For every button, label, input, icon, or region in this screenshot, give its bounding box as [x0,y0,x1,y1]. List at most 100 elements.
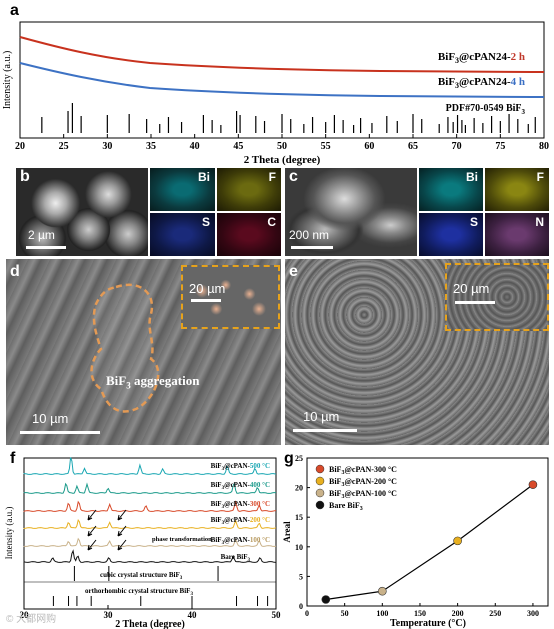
xrd-trace [23,457,277,475]
panel-e-scale-label: 10 µm [303,409,340,424]
panel-c-sem-image: c 200 nm [285,168,417,256]
panel-c-scalebar [291,246,333,249]
curve-2h [19,36,545,73]
g-xtick-label: 200 [452,609,464,618]
legend-2h: BiF3@cPAN24-2 h [438,51,525,65]
panel-c-scale-label: 200 nm [289,228,330,242]
watermark: © 大都网购 [6,614,57,625]
g-data-point [528,480,538,489]
inset-d-scalebar [191,299,221,302]
f-label-500: BiF3@cPAN-500 °C [211,462,270,472]
map-b-s: S [150,213,215,256]
map-c-n: N [485,213,549,256]
panel-a-xlabel: 2 Theta (degree) [244,154,321,166]
xrd-trace [23,549,277,563]
g-xtick-label: 300 [527,609,539,618]
g-legend-marker [315,500,325,510]
a-xtick-label: 75 [495,141,505,152]
g-legend-marker [315,464,325,474]
panel-f-xlabel: 2 Theta (degree) [115,619,185,629]
a-xtick-label: 20 [15,141,25,152]
xrd-trace [23,518,277,529]
panel-e-sem-image: e 20 µm 10 µm [285,259,549,445]
g-legend-marker [315,476,325,486]
panel-g-letter: g [284,450,294,467]
a-xtick-label: 40 [190,141,200,152]
legend-4h: BiF3@cPAN24-4 h [438,76,525,90]
g-xtick-label: 250 [489,609,501,618]
a-xtick-label: 25 [59,141,69,152]
f-xtick-label: 40 [188,610,198,620]
xrd-trace [23,537,277,547]
a-xtick-label: 60 [364,141,374,152]
panel-b-sem-image: b 2 µm [16,168,148,256]
panel-b-scale-label: 2 µm [28,228,55,242]
f-label-100: BiF3@cPAN-100 °C [211,536,270,546]
panel-g-chart: 0 50 100 150 200 250 300 0 5 10 15 20 25 BiF3@cPAN-3… [282,454,549,629]
g-xtick-label: 50 [341,609,349,618]
g-xtick-label: 0 [305,609,309,618]
g-legend-label: BiF3@cPAN-300 °C [329,465,397,476]
panel-d-scalebar [20,431,100,434]
panel-g-xlabel: Temperature (°C) [390,618,466,629]
f-xtick-label: 30 [104,610,114,620]
panel-a-ylabel: Intensity (a.u.) [2,51,13,110]
panel-e-letter: e [289,263,298,280]
g-ytick-label: 0 [299,602,303,611]
panel-a-xrd-chart: 20 25 30 35 40 45 50 55 60 65 70 75 80 Intensity (a.… [2,21,549,166]
g-ytick-label: 10 [295,543,303,552]
inset-d: 20 µm [181,265,280,329]
panel-f-letter: f [10,450,16,467]
aggregation-label: BiF3 aggregation [106,373,200,391]
map-c-s: S [419,213,483,256]
f-ref1-label: cubic crystal structure BiF3 [100,571,183,581]
g-data-point [321,595,331,604]
f-label-bare: Bare BiF3 [221,553,251,563]
a-xtick-label: 45 [233,141,243,152]
panel-b-letter: b [20,168,30,185]
g-legend-label: BiF3@cPAN-100 °C [329,489,397,500]
panel-d-letter: d [10,263,20,280]
panel-c-letter: c [289,168,298,185]
aggregation-outline [90,283,160,413]
g-xtick-label: 100 [376,609,388,618]
g-data-point [453,536,462,546]
g-ytick-label: 20 [295,484,303,493]
panel-d-scale-label: 10 µm [32,411,69,426]
curve-4h [19,62,545,98]
g-legend-marker [315,488,325,498]
a-xtick-label: 65 [408,141,418,152]
g-legend-label: Bare BiF3 [329,501,363,512]
a-xtick-label: 70 [452,141,462,152]
inset-e-scale-label: 20 µm [453,281,490,296]
g-legend-label: BiF3@cPAN-200 °C [329,477,397,488]
g-xtick-label: 150 [414,609,426,618]
a-xtick-label: 55 [321,141,331,152]
a-xtick-label: 80 [539,141,549,152]
map-b-bi: Bi [150,168,215,211]
map-c-bi: Bi [419,168,483,211]
f-label-400: BiF3@cPAN-400 °C [211,481,270,491]
xrd-trace [23,500,277,512]
f-xtick-label: 20 [20,610,30,620]
panel-a-letter: a [10,2,19,19]
f-phase-annotation: phase transformation [152,536,212,543]
panel-e-scalebar [293,429,357,432]
panel-f-ylabel: Intensity (a.u.) [4,507,14,560]
f-label-200: BiF3@cPAN-200 °C [211,516,270,526]
g-ytick-label: 15 [295,513,303,522]
inset-d-scale-label: 20 µm [189,281,226,296]
inset-e: 20 µm [445,263,549,331]
panel-f-xrd-chart: 20 30 40 50 Intensity (a.u.) 2 Theta (degre… [4,457,282,629]
map-c-f: F [485,168,549,211]
panel-d-sem-image: d 20 µm BiF3 aggregation 10 µm [6,259,281,445]
panel-g-ylabel: Areal [282,521,292,543]
f-xtick-label: 50 [272,610,282,620]
map-b-c: C [217,213,281,256]
a-xtick-label: 35 [146,141,156,152]
a-xtick-label: 50 [277,141,287,152]
inset-e-scalebar [455,301,495,304]
g-ytick-label: 5 [299,572,303,581]
xrd-trace [23,482,277,494]
legend-pdf: PDF#70-0549 BiF3 [446,103,526,116]
